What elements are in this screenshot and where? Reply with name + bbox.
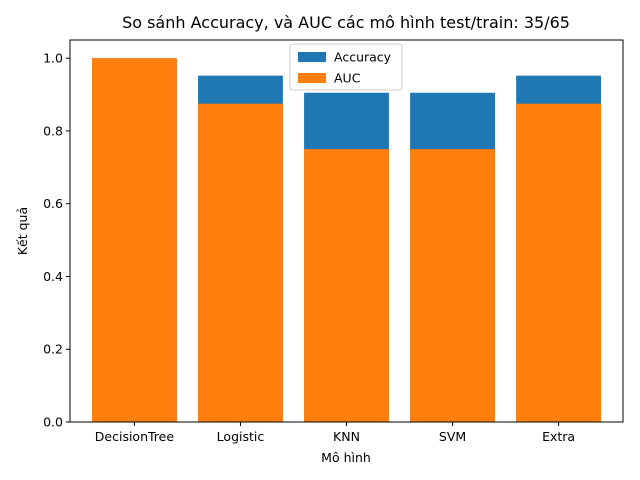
- x-tick-label: Extra: [542, 429, 575, 444]
- y-axis-label: Kết quả: [15, 207, 30, 255]
- legend-label-auc: AUC: [334, 71, 361, 86]
- x-axis: DecisionTree Logistic KNN SVM Extra: [95, 422, 575, 444]
- legend: Accuracy AUC: [289, 43, 403, 91]
- y-tick-label: 0.6: [43, 196, 63, 211]
- bars-group: [92, 58, 601, 423]
- bar-auc-svm: [410, 149, 495, 422]
- chart-title: So sánh Accuracy, và AUC các mô hình tes…: [122, 13, 570, 32]
- y-tick-label: 1.0: [43, 51, 63, 66]
- x-tick-label: DecisionTree: [95, 429, 175, 444]
- legend-swatch-accuracy: [298, 52, 326, 62]
- bar-auc-extra: [516, 103, 601, 423]
- y-axis: 0.0 0.2 0.4 0.6 0.8 1.0: [43, 51, 70, 430]
- y-tick-label: 0.4: [43, 269, 63, 284]
- y-tick-label: 0.8: [43, 123, 63, 138]
- x-tick-label: Logistic: [217, 429, 265, 444]
- bar-auc-decisiontree: [92, 58, 177, 422]
- y-tick-label: 0.0: [43, 415, 63, 430]
- x-axis-label: Mô hình: [321, 450, 371, 465]
- bar-auc-knn: [304, 149, 389, 422]
- x-tick-label: KNN: [333, 429, 360, 444]
- y-tick-label: 0.2: [43, 342, 63, 357]
- x-tick-label: SVM: [439, 429, 466, 444]
- legend-swatch-auc: [298, 73, 326, 83]
- legend-label-accuracy: Accuracy: [334, 50, 392, 65]
- bar-auc-logistic: [198, 103, 283, 423]
